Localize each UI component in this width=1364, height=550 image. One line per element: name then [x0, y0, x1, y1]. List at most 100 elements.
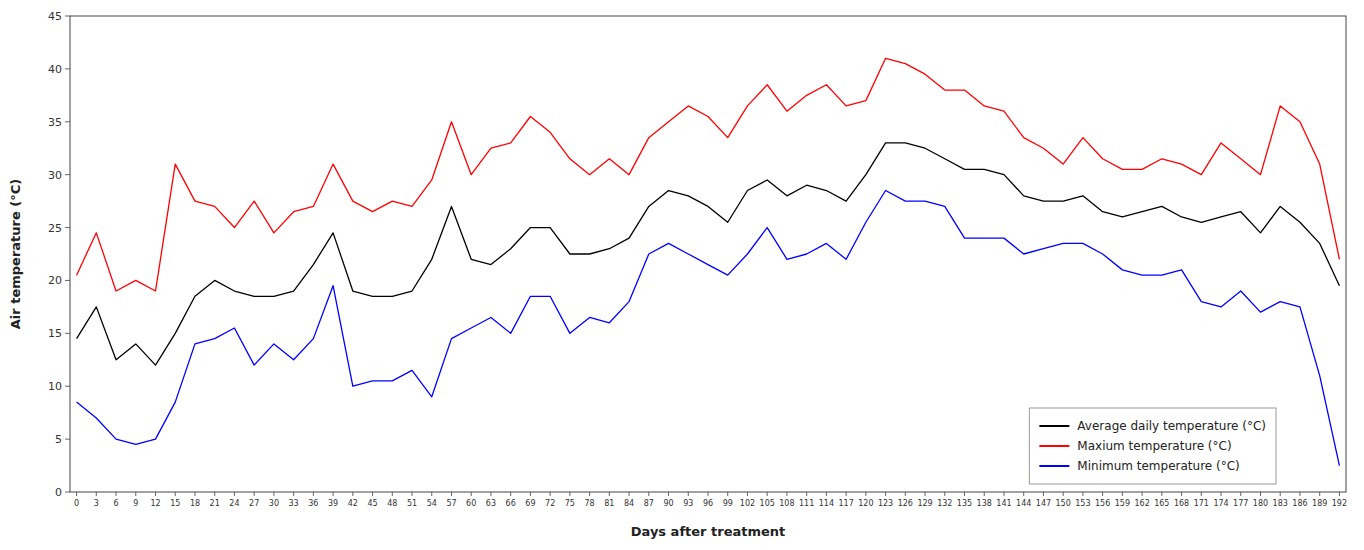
- x-tick-label: 114: [819, 499, 834, 508]
- x-tick-label: 129: [917, 499, 932, 508]
- x-tick-label: 63: [486, 499, 496, 508]
- x-tick: [925, 492, 926, 496]
- x-tick: [412, 492, 413, 496]
- x-tick: [1260, 492, 1261, 496]
- x-tick: [1319, 492, 1320, 496]
- x-tick-label: 18: [190, 499, 200, 508]
- x-tick: [333, 492, 334, 496]
- x-tick: [806, 492, 807, 496]
- x-tick-label: 33: [289, 499, 299, 508]
- x-tick-label: 153: [1075, 499, 1090, 508]
- y-tick-label: 25: [48, 222, 62, 235]
- x-tick: [1221, 492, 1222, 496]
- x-tick-label: 69: [525, 499, 535, 508]
- x-tick: [1299, 492, 1300, 496]
- x-tick-label: 54: [427, 499, 437, 508]
- x-tick-label: 57: [446, 499, 456, 508]
- x-tick: [1102, 492, 1103, 496]
- x-tick: [629, 492, 630, 496]
- x-tick: [668, 492, 669, 496]
- x-tick: [905, 492, 906, 496]
- x-tick: [1240, 492, 1241, 496]
- legend-label: Maxium temperature (°C): [1077, 439, 1231, 453]
- x-tick-label: 117: [838, 499, 853, 508]
- x-tick: [609, 492, 610, 496]
- x-tick: [313, 492, 314, 496]
- x-tick: [747, 492, 748, 496]
- series-line: [77, 191, 1340, 466]
- x-tick-label: 135: [957, 499, 972, 508]
- chart: 0510152025303540450369121518212427303336…: [0, 0, 1364, 550]
- x-tick: [727, 492, 728, 496]
- y-tick-label: 5: [55, 433, 62, 446]
- x-tick: [116, 492, 117, 496]
- y-tick: [65, 16, 70, 17]
- legend-label: Average daily temperature (°C): [1077, 419, 1266, 433]
- lines: [77, 58, 1340, 465]
- x-tick: [648, 492, 649, 496]
- x-tick: [767, 492, 768, 496]
- x-tick-label: 144: [1016, 499, 1031, 508]
- y-tick: [65, 227, 70, 228]
- x-tick-label: 102: [740, 499, 755, 508]
- x-tick-label: 165: [1154, 499, 1169, 508]
- legend-label: Minimum temperature (°C): [1077, 459, 1239, 473]
- x-tick: [76, 492, 77, 496]
- series-line: [77, 143, 1340, 365]
- y-tick: [65, 492, 70, 493]
- x-tick-label: 108: [779, 499, 794, 508]
- x-tick-label: 177: [1233, 499, 1248, 508]
- x-tick-label: 78: [585, 499, 595, 508]
- x-tick: [254, 492, 255, 496]
- y-tick-label: 15: [48, 327, 62, 340]
- x-tick: [826, 492, 827, 496]
- x-tick-label: 168: [1174, 499, 1189, 508]
- x-tick-label: 9: [133, 499, 138, 508]
- x-tick-label: 72: [545, 499, 555, 508]
- y-axis: 051015202530354045: [48, 10, 70, 499]
- x-tick-label: 192: [1332, 499, 1347, 508]
- x-tick: [490, 492, 491, 496]
- x-tick-label: 0: [74, 499, 79, 508]
- x-tick-label: 123: [878, 499, 893, 508]
- x-tick: [964, 492, 965, 496]
- x-tick: [451, 492, 452, 496]
- x-tick-label: 156: [1095, 499, 1110, 508]
- y-tick-label: 20: [48, 274, 62, 287]
- x-tick: [1003, 492, 1004, 496]
- x-tick-label: 45: [367, 499, 377, 508]
- x-tick-label: 75: [565, 499, 575, 508]
- x-tick: [1043, 492, 1044, 496]
- x-tick: [1280, 492, 1281, 496]
- x-tick: [569, 492, 570, 496]
- x-tick: [1122, 492, 1123, 496]
- x-tick-label: 87: [644, 499, 654, 508]
- legend-swatch: [1039, 445, 1069, 447]
- x-tick-label: 186: [1292, 499, 1307, 508]
- x-tick-label: 60: [466, 499, 476, 508]
- x-tick-label: 36: [308, 499, 318, 508]
- x-tick-label: 180: [1253, 499, 1268, 508]
- y-tick-label: 10: [48, 380, 62, 393]
- x-tick-label: 111: [799, 499, 814, 508]
- x-tick: [846, 492, 847, 496]
- x-tick: [194, 492, 195, 496]
- x-tick-label: 90: [663, 499, 673, 508]
- x-tick: [1181, 492, 1182, 496]
- x-tick: [1142, 492, 1143, 496]
- x-tick: [510, 492, 511, 496]
- x-tick-label: 141: [996, 499, 1011, 508]
- y-tick-label: 30: [48, 169, 62, 182]
- y-tick: [65, 174, 70, 175]
- x-tick: [1339, 492, 1340, 496]
- y-tick: [65, 280, 70, 281]
- x-tick: [471, 492, 472, 496]
- x-tick-label: 12: [150, 499, 160, 508]
- x-tick: [530, 492, 531, 496]
- x-tick-label: 42: [348, 499, 358, 508]
- x-tick-label: 105: [760, 499, 775, 508]
- x-tick: [1023, 492, 1024, 496]
- x-tick-label: 132: [937, 499, 952, 508]
- y-tick-label: 40: [48, 63, 62, 76]
- x-tick-label: 120: [858, 499, 873, 508]
